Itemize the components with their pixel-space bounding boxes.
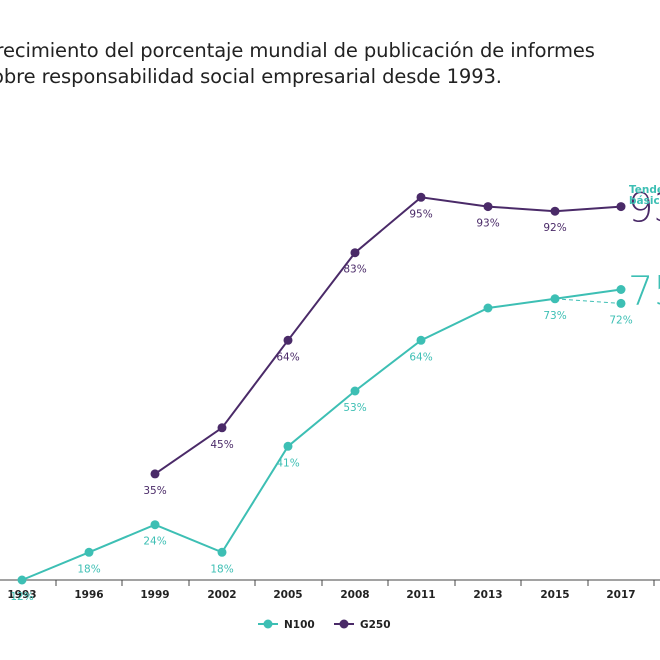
data-label-g250: 93% [476,218,499,230]
data-point-n100 [84,547,94,557]
legend-marker-n100 [263,619,273,629]
x-tick-label: 2011 [406,589,435,601]
end-value-g250: 93 [628,186,660,232]
baseline-trend-label: 72% [609,314,632,326]
x-tick-label: 1999 [140,589,169,601]
chart-title: Crecimiento del porcentaje mundial de pu… [0,38,660,90]
data-label-g250: 95% [409,208,432,220]
data-point-g250 [217,423,227,433]
x-tick-label: 2005 [273,589,302,601]
data-label-n100: 24% [143,536,166,548]
x-tick-label: 2017 [606,589,635,601]
data-label-g250: 45% [210,439,233,451]
baseline-trend-point [616,298,626,308]
data-label-g250: 92% [543,222,566,234]
data-point-g250 [283,335,293,345]
series-line-n100 [21,288,622,581]
x-tick-label: 2013 [473,589,502,601]
chart-title-line-2: sobre responsabilidad social empresarial… [0,65,502,88]
baseline-trend-name: básica [629,195,660,207]
data-point-g250 [150,469,160,479]
data-label-n100: 18% [210,563,233,575]
data-point-n100 [150,520,160,530]
x-tick-label: 2008 [340,589,369,601]
data-label-g250: 35% [143,485,166,497]
data-label-n100: 64% [409,351,432,363]
series-line-g250 [154,196,622,475]
data-label-n100: 18% [77,563,100,575]
legend-marker-g250 [339,619,349,629]
data-label-n100: 41% [276,457,299,469]
data-label-g250: 64% [276,351,299,363]
x-tick-label: 2015 [540,589,569,601]
data-point-g250 [550,206,560,216]
data-label-g250: 83% [343,264,366,276]
x-tick-label: 1996 [74,589,103,601]
data-label-n100: 73% [543,310,566,322]
data-point-g250 [350,248,360,258]
x-tick-label: 1993 [7,589,36,601]
data-point-n100 [217,547,227,557]
data-point-n100 [283,441,293,451]
data-point-n100 [17,575,27,585]
data-point-g250 [616,202,626,212]
x-tick-label: 2002 [207,589,236,601]
data-point-g250 [416,192,426,202]
baseline-trend-name: Tendencia [629,184,660,196]
legend-label-n100: N100 [284,619,315,631]
baseline-trend-line [554,298,622,304]
data-point-n100 [483,303,493,313]
data-label-n100: 53% [343,402,366,414]
data-label-n100: 12% [10,591,33,603]
data-point-g250 [483,202,493,212]
legend-label-g250: G250 [360,619,391,631]
data-point-n100 [416,335,426,345]
data-point-n100 [350,386,360,396]
data-point-n100 [616,285,626,294]
end-value-n100: 75 [628,269,660,315]
chart-title-line-1: Crecimiento del porcentaje mundial de pu… [0,39,595,62]
